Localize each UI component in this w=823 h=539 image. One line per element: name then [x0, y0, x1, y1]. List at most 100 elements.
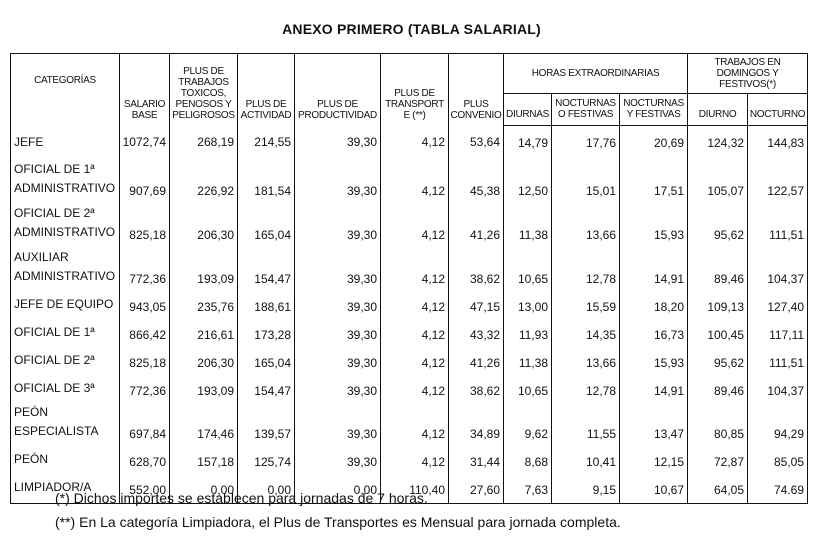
- value-cell: 825,18: [119, 203, 170, 247]
- value-cell: 206,30: [169, 347, 238, 375]
- value-cell: 4,12: [380, 125, 449, 159]
- value-cell: 72,87: [687, 446, 749, 474]
- value-cell: 110,40: [380, 474, 449, 504]
- value-cell: 4,12: [380, 159, 449, 203]
- value-cell: 39,30: [294, 291, 381, 319]
- value-cell: 11,38: [503, 347, 552, 375]
- value-cell: 124,32: [687, 125, 749, 159]
- value-cell: 4,12: [380, 403, 449, 446]
- category-cell: AUXILIAR ADMINISTRATIVO: [10, 247, 120, 291]
- value-cell: 907,69: [119, 159, 170, 203]
- value-cell: 216,61: [169, 319, 238, 347]
- value-cell: 14,91: [618, 375, 689, 403]
- category-cell: OFICIAL DE 3ª: [10, 375, 120, 403]
- value-cell: 825,18: [119, 347, 170, 375]
- table-row: OFICIAL DE 1ª ADMINISTRATIVO 907,69 226,92…: [10, 159, 809, 203]
- value-cell: 11,93: [503, 319, 552, 347]
- value-cell: 12,78: [551, 247, 620, 291]
- value-cell: 4,12: [380, 375, 449, 403]
- category-cell: OFICIAL DE 2ª ADMINISTRATIVO: [10, 203, 120, 247]
- value-cell: 12,78: [551, 375, 620, 403]
- value-cell: 10,65: [503, 247, 552, 291]
- value-cell: 109,13: [687, 291, 749, 319]
- value-cell: 7,63: [503, 474, 552, 504]
- value-cell: 157,18: [169, 446, 238, 474]
- value-cell: 89,46: [687, 247, 749, 291]
- header-nocturnas-o-festivas: NOCTURNAS O FESTIVAS: [551, 93, 620, 126]
- header-salario-base: SALARIO BASE: [119, 53, 170, 126]
- value-cell: 39,30: [294, 446, 381, 474]
- value-cell: 64,05: [687, 474, 749, 504]
- table-row: OFICIAL DE 2ª 825,18 206,30 165,04 39,30 4,12…: [10, 347, 809, 375]
- value-cell: 39,30: [294, 247, 381, 291]
- value-cell: 95,62: [687, 203, 749, 247]
- category-cell: JEFE DE EQUIPO: [10, 291, 120, 319]
- value-cell: 235,76: [169, 291, 238, 319]
- value-cell: 14,79: [503, 125, 552, 159]
- value-cell: 214,55: [237, 125, 295, 159]
- value-cell: 0,00: [169, 474, 238, 504]
- value-cell: 15,93: [618, 203, 689, 247]
- value-cell: 127,40: [747, 291, 809, 319]
- value-cell: 39,30: [294, 125, 381, 159]
- value-cell: 12,15: [618, 446, 689, 474]
- value-cell: 4,12: [380, 247, 449, 291]
- header-nocturnas-y-festivas: NOCTURNAS Y FESTIVAS: [618, 93, 689, 126]
- value-cell: 193,09: [169, 247, 238, 291]
- value-cell: 45,38: [448, 159, 504, 203]
- header-diurno: DIURNO: [687, 93, 749, 126]
- table-row: PEÓN 628,70 157,18 125,74 39,30 4,12 31,44 8,68…: [10, 446, 809, 474]
- value-cell: 0,00: [237, 474, 295, 504]
- value-cell: 144,83: [747, 125, 809, 159]
- value-cell: 39,30: [294, 159, 381, 203]
- table-row: LIMPIADOR/A 552,00 0,00 0,00 0,00 110,40 27,60…: [10, 474, 809, 504]
- value-cell: 16,73: [618, 319, 689, 347]
- category-cell: OFICIAL DE 1ª: [10, 319, 120, 347]
- table-row: JEFE DE EQUIPO 943,05 235,76 188,61 39,30 4,1…: [10, 291, 809, 319]
- value-cell: 15,59: [551, 291, 620, 319]
- value-cell: 39,30: [294, 319, 381, 347]
- value-cell: 0,00: [294, 474, 381, 504]
- value-cell: 13,47: [618, 403, 689, 446]
- value-cell: 13,66: [551, 347, 620, 375]
- value-cell: 4,12: [380, 291, 449, 319]
- value-cell: 95,62: [687, 347, 749, 375]
- salary-table: CATEGORÍAS SALARIO BASE PLUS DE TRABAJOS…: [10, 53, 809, 504]
- value-cell: 139,57: [237, 403, 295, 446]
- value-cell: 11,55: [551, 403, 620, 446]
- header-domingos-festivos: TRABAJOS EN DOMINGOS Y FESTIVOS(*): [687, 53, 809, 94]
- value-cell: 154,47: [237, 247, 295, 291]
- table-row: PEÓN ESPECIALISTA 697,84 174,46 139,57 39,30…: [10, 403, 809, 446]
- value-cell: 100,45: [687, 319, 749, 347]
- table-row: JEFE 1072,74 268,19 214,55 39,30 4,12 53,64 14,…: [10, 125, 809, 159]
- value-cell: 15,01: [551, 159, 620, 203]
- value-cell: 188,61: [237, 291, 295, 319]
- value-cell: 39,30: [294, 375, 381, 403]
- value-cell: 772,36: [119, 375, 170, 403]
- value-cell: 4,12: [380, 203, 449, 247]
- table-row: AUXILIAR ADMINISTRATIVO 772,36 193,09 154,4…: [10, 247, 809, 291]
- value-cell: 39,30: [294, 347, 381, 375]
- value-cell: 89,46: [687, 375, 749, 403]
- value-cell: 181,54: [237, 159, 295, 203]
- header-nocturno: NOCTURNO: [747, 93, 809, 126]
- value-cell: 41,26: [448, 203, 504, 247]
- value-cell: 1072,74: [119, 125, 170, 159]
- value-cell: 154,47: [237, 375, 295, 403]
- value-cell: 174,46: [169, 403, 238, 446]
- page-title: ANEXO PRIMERO (TABLA SALARIAL): [282, 21, 541, 37]
- value-cell: 14,35: [551, 319, 620, 347]
- value-cell: 117,11: [747, 319, 809, 347]
- value-cell: 43,32: [448, 319, 504, 347]
- value-cell: 268,19: [169, 125, 238, 159]
- category-cell: JEFE: [10, 125, 120, 159]
- value-cell: 12,50: [503, 159, 552, 203]
- table-row: OFICIAL DE 1ª 866,42 216,61 173,28 39,30 4,12…: [10, 319, 809, 347]
- header-plus-actividad: PLUS DE ACTIVIDAD: [237, 53, 295, 126]
- value-cell: 47,15: [448, 291, 504, 319]
- value-cell: 38,62: [448, 247, 504, 291]
- category-cell: OFICIAL DE 2ª: [10, 347, 120, 375]
- value-cell: 9,62: [503, 403, 552, 446]
- value-cell: 17,76: [551, 125, 620, 159]
- value-cell: 206,30: [169, 203, 238, 247]
